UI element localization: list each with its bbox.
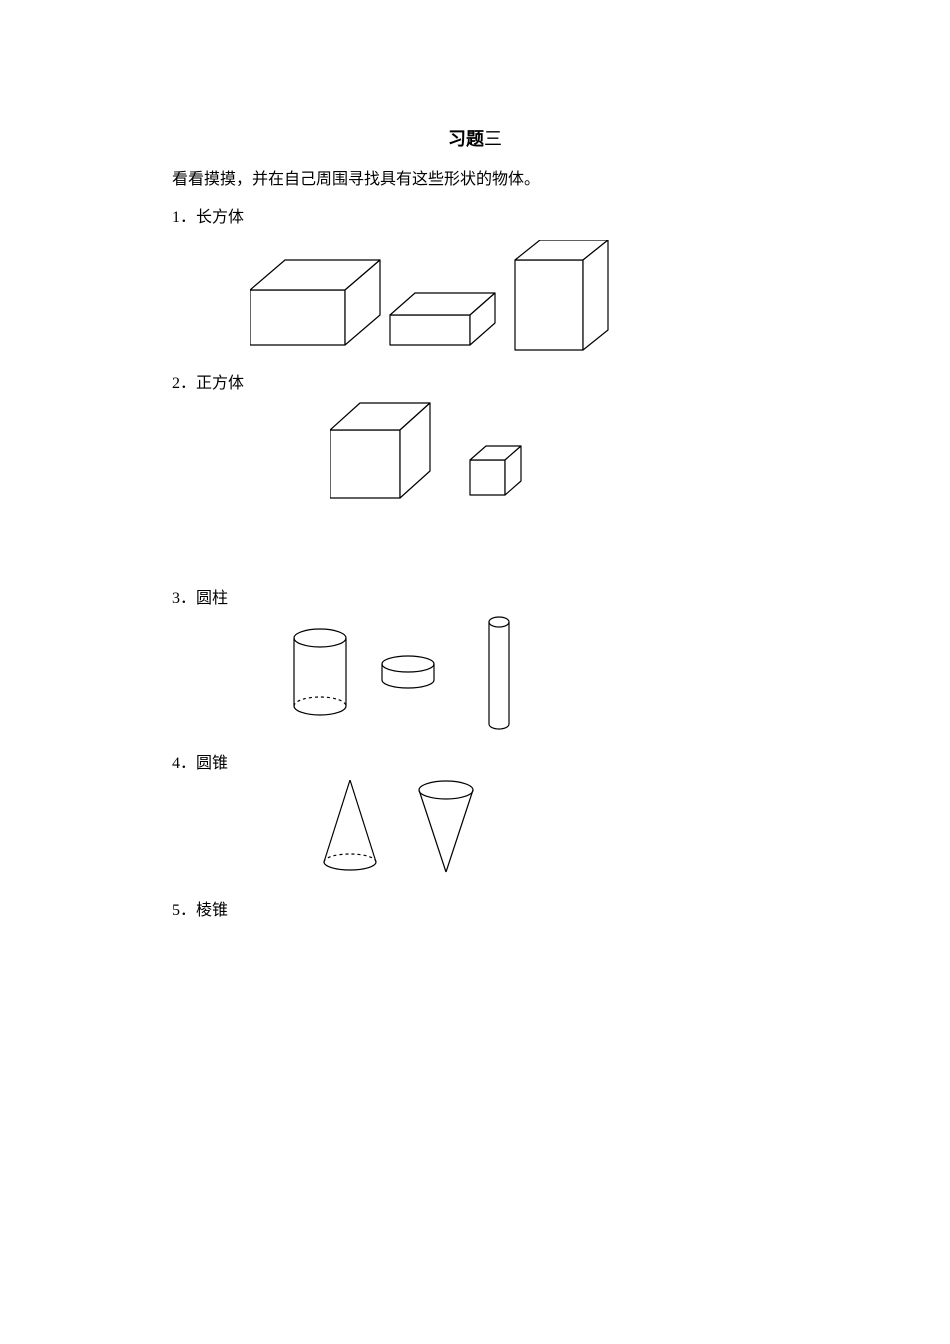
item-2-label: 2．正方体 [172,369,244,393]
item-5-label: 5．棱锥 [172,896,228,920]
instruction-text: 看看摸摸，并在自己周围寻找具有这些形状的物体。 [172,165,540,189]
page-title: 习题三 [0,125,950,151]
cones-diagram [320,780,490,880]
item-3-label: 3．圆柱 [172,584,228,608]
title-rest: 三 [484,129,502,149]
cubes-diagram [330,398,560,508]
item-1-label: 1．长方体 [172,203,244,227]
item-4-label: 4．圆锥 [172,749,228,773]
cuboids-diagram [250,240,630,360]
cylinders-diagram [290,616,550,736]
title-bold: 习题 [448,129,484,149]
